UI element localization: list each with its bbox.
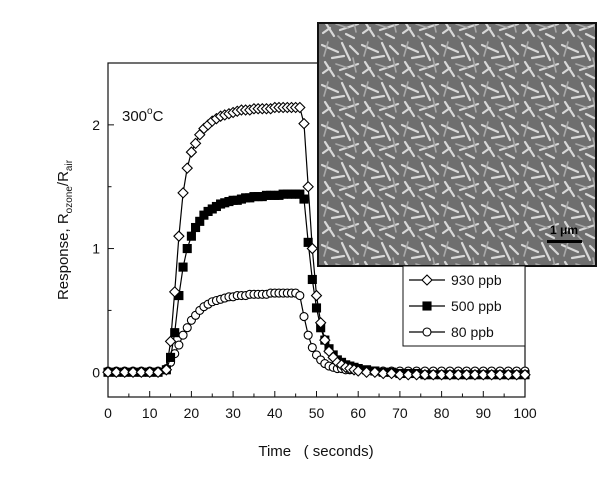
data-point [460, 368, 473, 381]
data-point [307, 342, 317, 353]
data-point [369, 366, 381, 379]
data-point [307, 274, 317, 285]
data-point [352, 365, 364, 377]
y-tick-label: 2 [92, 117, 100, 133]
x-tick-label: 10 [142, 405, 158, 421]
data-point [435, 368, 448, 381]
data-point [181, 162, 194, 174]
data-point [477, 368, 490, 381]
data-point [182, 323, 192, 333]
data-point [310, 289, 323, 302]
data-point [510, 368, 523, 381]
data-point [298, 117, 310, 130]
x-tick-label: 80 [434, 405, 450, 421]
data-point [168, 286, 181, 298]
data-point [185, 146, 198, 158]
data-point [385, 367, 398, 380]
data-point [160, 364, 173, 376]
data-point [410, 368, 423, 381]
data-point [402, 368, 415, 381]
x-axis-label: Time ( seconds) [258, 443, 373, 460]
data-point [178, 262, 188, 272]
legend-item: 930 ppb [409, 272, 502, 288]
data-point [502, 368, 515, 381]
data-point [377, 367, 389, 380]
data-point [127, 366, 139, 379]
data-point [494, 368, 506, 381]
data-point [303, 330, 313, 340]
series-diamond [102, 101, 531, 381]
data-point [360, 366, 373, 379]
data-point [302, 180, 314, 193]
legend-item: 80 ppb [409, 324, 494, 340]
x-tick-label: 40 [267, 405, 283, 421]
data-point [152, 366, 164, 379]
y-tick-labels: 0 1 2 [92, 117, 100, 380]
data-point [295, 291, 305, 301]
x-tick-label: 90 [476, 405, 492, 421]
legend-label: 930 ppb [451, 272, 502, 288]
data-point [110, 366, 123, 379]
data-point [143, 366, 156, 379]
x-tick-label: 60 [350, 405, 366, 421]
data-point [164, 335, 177, 348]
data-point [299, 312, 309, 322]
data-point [469, 368, 481, 381]
x-tick-label: 20 [184, 405, 200, 421]
y-tick-label: 0 [92, 364, 100, 380]
data-point [166, 352, 176, 362]
x-tick-label: 0 [104, 405, 112, 421]
scale-bar-label: 1 μm [550, 223, 578, 237]
data-point [182, 244, 192, 254]
data-point [319, 334, 331, 346]
x-tick-label: 50 [309, 405, 325, 421]
data-point [519, 368, 531, 381]
data-point [294, 101, 306, 114]
data-point [314, 316, 327, 329]
data-point [177, 187, 189, 199]
y-tick-label: 1 [92, 241, 100, 257]
data-point [427, 368, 440, 381]
data-point [173, 230, 185, 242]
legend-item: 500 ppb [409, 298, 502, 314]
data-point [394, 368, 406, 381]
x-tick-labels: 0 10 20 30 40 50 60 70 80 90 100 [104, 405, 537, 421]
sem-inset-image: 1 μm [317, 22, 597, 267]
data-point [102, 366, 114, 379]
y-axis-label: Response, Rozone/Rair [55, 159, 75, 300]
legend: 930 ppb 500 ppb 80 ppb [402, 265, 526, 347]
data-point [189, 137, 202, 150]
data-point [135, 366, 148, 379]
data-point [178, 330, 188, 340]
data-point [186, 231, 196, 241]
data-point [306, 242, 319, 255]
data-point [311, 303, 322, 313]
data-point [419, 368, 431, 381]
x-tick-label: 70 [392, 405, 408, 421]
temperature-annotation: 300oC [122, 106, 164, 125]
data-point [299, 194, 309, 204]
series-layer [102, 101, 531, 381]
legend-marker [422, 301, 432, 311]
data-point [174, 340, 184, 350]
legend-label: 80 ppb [451, 324, 494, 340]
x-tick-label: 30 [225, 405, 241, 421]
x-tick-label: 100 [513, 405, 537, 421]
data-point [444, 368, 456, 381]
scale-bar [547, 240, 582, 243]
legend-marker [421, 274, 433, 286]
data-point [452, 368, 465, 381]
data-point [485, 368, 498, 381]
legend-marker [422, 327, 432, 337]
data-point [118, 366, 131, 379]
legend-label: 500 ppb [451, 298, 502, 314]
